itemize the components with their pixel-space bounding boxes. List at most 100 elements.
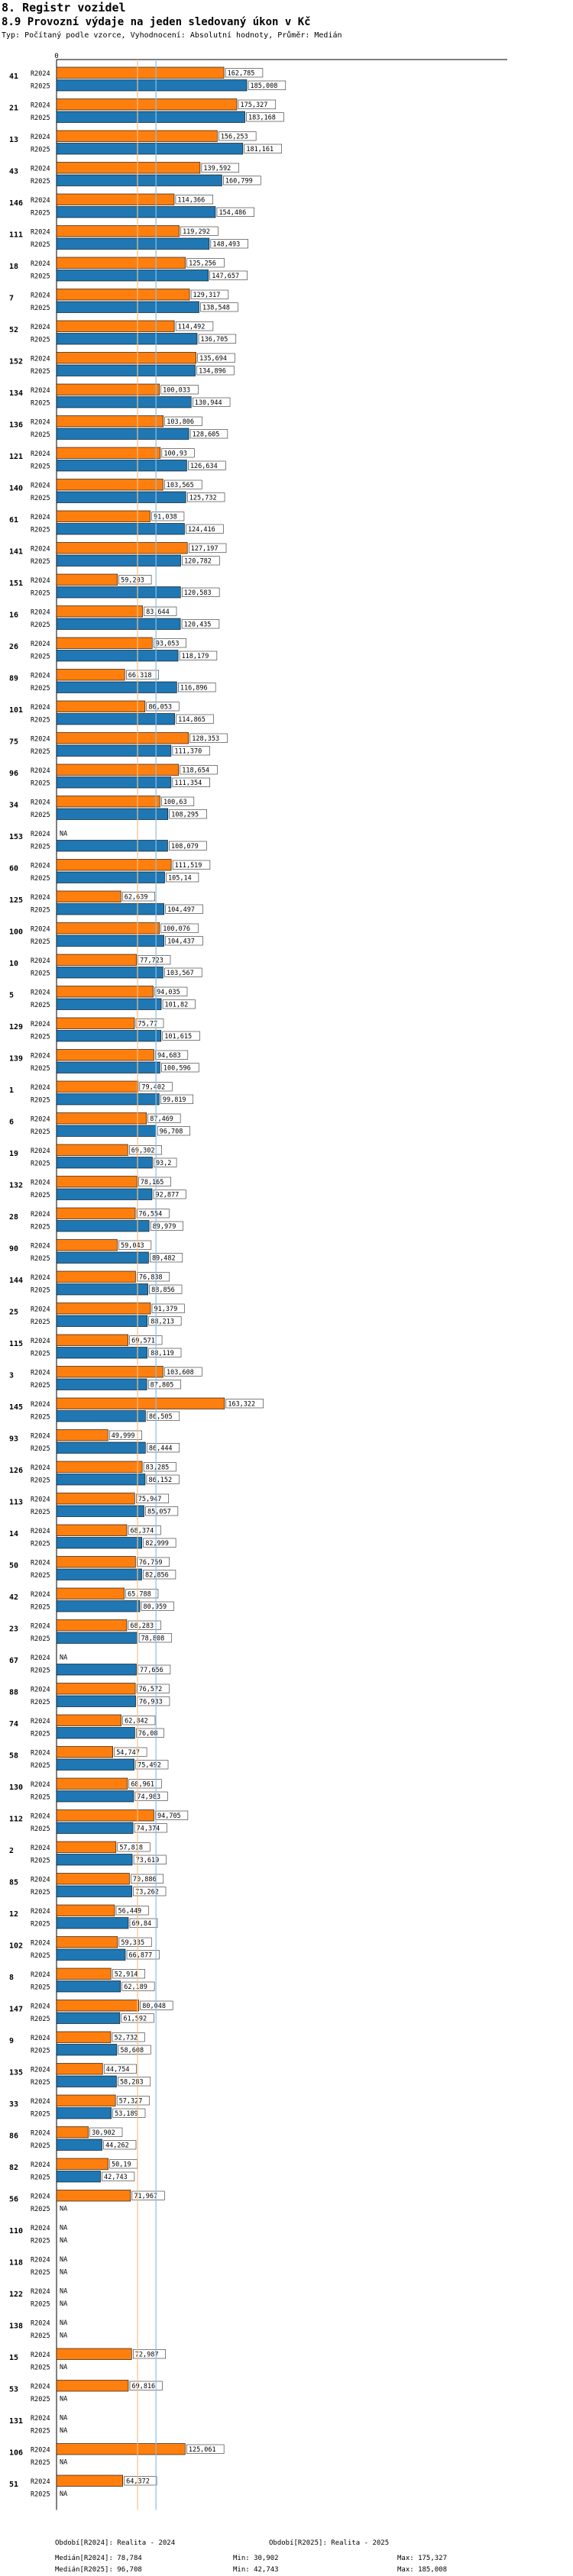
data-label-box-r2024 bbox=[164, 1367, 202, 1377]
series-label-r2025: R2025 bbox=[31, 1065, 50, 1073]
category-label: 60 bbox=[9, 865, 18, 873]
bar-r2024 bbox=[56, 2158, 108, 2170]
series-label-r2024: R2024 bbox=[31, 70, 50, 78]
bar-r2025 bbox=[56, 618, 181, 630]
data-label-box-r2024 bbox=[112, 1969, 145, 1979]
series-label-r2024: R2024 bbox=[31, 1940, 50, 1948]
data-label-r2024: NA bbox=[60, 2319, 67, 2327]
data-label-r2025: 125,732 bbox=[189, 495, 217, 502]
series-label-r2024: R2024 bbox=[31, 1338, 50, 1345]
data-label-r2025: NA bbox=[60, 2332, 67, 2340]
category-label: 130 bbox=[9, 1784, 23, 1792]
series-label-r2024: R2024 bbox=[31, 2320, 50, 2328]
series-label-r2025: R2025 bbox=[31, 717, 50, 725]
bar-r2024 bbox=[56, 1176, 138, 1188]
data-label-r2024: 83,644 bbox=[146, 608, 170, 616]
data-label-r2024: 80,048 bbox=[142, 2003, 166, 2010]
data-label-box-r2025 bbox=[216, 207, 254, 217]
series-label-r2025: R2025 bbox=[31, 178, 50, 186]
series-label-r2024: R2024 bbox=[31, 609, 50, 617]
series-label-r2024: R2024 bbox=[31, 641, 50, 648]
bar-r2024 bbox=[56, 2443, 186, 2455]
data-label-r2025: 134,896 bbox=[199, 368, 226, 376]
data-label-box-r2024 bbox=[137, 1557, 170, 1567]
category-label: 88 bbox=[9, 1689, 18, 1697]
data-label-r2024: 86,053 bbox=[148, 704, 172, 712]
bar-r2024 bbox=[56, 954, 137, 966]
category-label: 118 bbox=[9, 2259, 23, 2268]
bar-r2024 bbox=[56, 796, 160, 808]
data-label-r2024: NA bbox=[60, 1654, 67, 1662]
category-label: 53 bbox=[9, 2386, 18, 2394]
series-label-r2025: R2025 bbox=[31, 748, 50, 756]
category-label: 140 bbox=[9, 485, 23, 493]
series-label-r2024: R2024 bbox=[31, 736, 50, 744]
data-label-box-r2024 bbox=[125, 1589, 159, 1599]
bar-r2025 bbox=[56, 523, 185, 535]
data-label-box-r2024 bbox=[186, 2444, 225, 2454]
series-label-r2024: R2024 bbox=[31, 1116, 50, 1124]
data-label-box-r2024 bbox=[128, 1779, 162, 1789]
category-label: 5 bbox=[9, 992, 14, 1000]
data-label-r2024: 75,77 bbox=[138, 1021, 157, 1028]
category-label: 9 bbox=[9, 2037, 14, 2045]
data-label-r2024: 59,203 bbox=[121, 577, 144, 585]
data-label-box-r2025 bbox=[223, 176, 261, 186]
data-label-r2024: 68,961 bbox=[131, 1781, 154, 1789]
data-label-r2025: 103,567 bbox=[167, 970, 194, 977]
data-label-box-r2024 bbox=[103, 2064, 137, 2074]
category-label: 51 bbox=[9, 2481, 18, 2489]
series-label-r2024: R2024 bbox=[31, 2478, 50, 2486]
data-label-box-r2025 bbox=[141, 1601, 174, 1611]
bar-r2025 bbox=[56, 1093, 160, 1106]
bar-r2024 bbox=[56, 289, 190, 301]
series-label-r2024: R2024 bbox=[31, 1687, 50, 1694]
series-label-r2024: R2024 bbox=[31, 1274, 50, 1282]
series-label-r2024: R2024 bbox=[31, 1021, 50, 1028]
series-label-r2024: R2024 bbox=[31, 229, 50, 237]
bar-r2024 bbox=[56, 1493, 135, 1505]
data-label-box-r2024 bbox=[151, 512, 185, 521]
series-label-r2025: R2025 bbox=[31, 463, 50, 471]
data-label-r2025: NA bbox=[60, 2427, 67, 2435]
series-label-r2024: R2024 bbox=[31, 1496, 50, 1504]
data-label-box-r2024 bbox=[131, 1874, 164, 1884]
data-label-box-r2024 bbox=[135, 1018, 164, 1028]
series-label-r2024: R2024 bbox=[31, 1084, 50, 1092]
category-label: 12 bbox=[9, 1910, 18, 1919]
series-label-r2024: R2024 bbox=[31, 2415, 50, 2423]
data-label-box-r2025 bbox=[103, 2140, 137, 2150]
data-label-r2025: 185,008 bbox=[251, 82, 278, 90]
data-label-r2024: 139,592 bbox=[203, 165, 231, 173]
data-label-r2024: NA bbox=[60, 2225, 67, 2232]
series-label-r2025: R2025 bbox=[31, 1921, 50, 1929]
category-label: 151 bbox=[9, 579, 23, 588]
series-label-r2025: R2025 bbox=[31, 780, 50, 788]
data-label-box-r2024 bbox=[135, 1493, 169, 1503]
data-label-box-r2025 bbox=[196, 366, 235, 376]
category-label: 139 bbox=[9, 1055, 23, 1064]
bar-r2025 bbox=[56, 1790, 134, 1803]
series-label-r2025: R2025 bbox=[31, 1984, 50, 1992]
bar-r2025 bbox=[56, 840, 168, 852]
data-label-r2025: 88,856 bbox=[151, 1286, 175, 1294]
category-label: 28 bbox=[9, 1213, 18, 1222]
series-label-r2024: R2024 bbox=[31, 2003, 50, 2011]
series-label-r2024: R2024 bbox=[31, 831, 50, 838]
data-label-r2024: 68,283 bbox=[130, 1622, 154, 1630]
bar-r2025 bbox=[56, 1347, 147, 1359]
category-label: 43 bbox=[9, 168, 18, 176]
data-label-box-r2025 bbox=[210, 239, 248, 249]
bar-r2025 bbox=[56, 1188, 153, 1200]
bar-r2025 bbox=[56, 491, 186, 503]
bar-r2024 bbox=[56, 2094, 116, 2106]
bar-r2024 bbox=[56, 1397, 225, 1409]
series-label-r2024: R2024 bbox=[31, 989, 50, 997]
data-label-box-r2024 bbox=[132, 2349, 166, 2359]
data-label-r2024: 125,061 bbox=[189, 2446, 216, 2454]
data-label-r2025: 58,608 bbox=[120, 2047, 144, 2055]
bar-r2025 bbox=[56, 301, 199, 313]
series-label-r2024: R2024 bbox=[31, 514, 50, 521]
category-label: 112 bbox=[9, 1816, 23, 1824]
data-label-box-r2024 bbox=[201, 163, 239, 173]
